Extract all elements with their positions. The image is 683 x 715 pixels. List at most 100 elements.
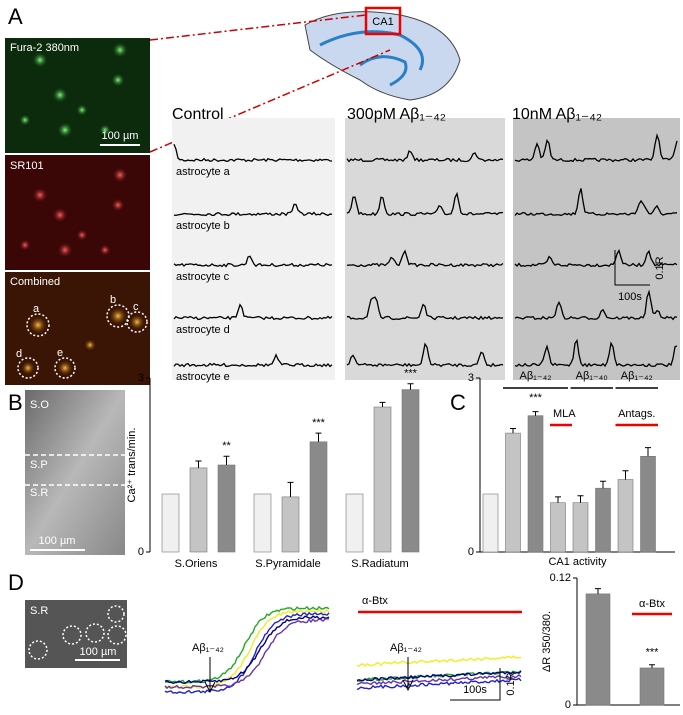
- layer-label: S.R: [30, 487, 48, 499]
- error-bar: [595, 588, 601, 594]
- group-label: Aβ₁₋₄₀: [576, 370, 608, 382]
- trace: [346, 296, 504, 321]
- traces: astrocyte a astrocyte b astrocyte c astrocy…: [173, 133, 678, 383]
- bar: [281, 496, 300, 553]
- bar: [217, 464, 236, 553]
- layer-label: S.O: [30, 399, 49, 411]
- trace: [164, 615, 330, 685]
- trace-label: astrocyte a: [176, 166, 231, 178]
- y-axis-label: Ca²⁺ trans/min.: [126, 428, 138, 503]
- micrographs: Fura-2 380nm 100 µm SR101 Combined a b c…: [5, 38, 150, 385]
- traces: [164, 605, 522, 694]
- trace: [346, 150, 504, 163]
- condition-label: 300pM Aβ₁₋₄₂: [347, 106, 446, 123]
- stimulus-label: Aβ₁₋₄₂: [192, 642, 224, 654]
- trace-bg: [345, 118, 505, 380]
- trace-label: astrocyte e: [176, 371, 230, 383]
- panel-letter: A: [8, 4, 23, 29]
- cell-label: b: [110, 294, 116, 306]
- y-tick-label: 3: [468, 372, 474, 384]
- error-bar: [532, 411, 539, 416]
- bar: [585, 593, 611, 706]
- y-tick-label: 0: [565, 699, 571, 711]
- cell-label: d: [16, 348, 22, 360]
- scale-label: 0.1R: [505, 672, 517, 695]
- trace-label: astrocyte d: [176, 324, 230, 336]
- trace: [164, 608, 330, 689]
- cell-label: c: [133, 301, 139, 313]
- blocker-label: α-Btx: [639, 598, 665, 610]
- trace: [173, 255, 333, 268]
- x-axis-label: CA1 activity: [548, 556, 607, 568]
- error-bar: [287, 481, 294, 497]
- scale-label: 100s: [463, 684, 487, 696]
- sr-image: S.R 100 µm: [25, 600, 127, 668]
- blocker-label: MLA: [553, 408, 576, 420]
- bar: [572, 502, 589, 553]
- trace: [514, 188, 678, 217]
- trace: [356, 677, 522, 691]
- trace-bg: [172, 118, 335, 380]
- trace: [164, 618, 329, 690]
- trace: [164, 605, 330, 684]
- trace: [356, 670, 522, 682]
- error-bar: [645, 447, 651, 457]
- image-label: SR101: [10, 160, 44, 172]
- cell-label: e: [57, 347, 63, 359]
- hippocampus-sketch: CA1: [149, 6, 461, 153]
- bar: [373, 406, 392, 553]
- blocker-label: Antags.: [618, 408, 655, 420]
- error-bar: [600, 480, 606, 489]
- scale-label: 100 µm: [39, 535, 76, 547]
- significance: ***: [404, 368, 418, 380]
- image-label: Combined: [10, 276, 60, 288]
- error-bar: [195, 460, 202, 468]
- error-bar: [315, 432, 322, 442]
- bar: [527, 415, 544, 553]
- trace-bg: [513, 118, 680, 380]
- fura-image: [5, 38, 150, 153]
- significance: **: [222, 440, 231, 452]
- trace: [514, 248, 678, 268]
- trace-label: astrocyte c: [176, 271, 230, 283]
- group-label: Aβ₁₋₄₂: [621, 370, 653, 382]
- bar: [309, 441, 328, 553]
- bar: [253, 493, 272, 553]
- error-bar: [407, 383, 414, 390]
- region-label: CA1: [372, 16, 393, 28]
- panel-letter: B: [8, 390, 23, 415]
- image-label: Fura-2 380nm: [10, 42, 79, 54]
- trace: [173, 143, 333, 163]
- trace: [514, 133, 678, 163]
- bar: [161, 493, 180, 553]
- scale-label: 100 µm: [80, 646, 117, 658]
- stimulus: Aβ₁₋₄₂ α-Btx Aβ₁₋₄₂ 100s 0.1R: [192, 595, 522, 701]
- condition-label: 10nM Aβ₁₋₄₂: [512, 106, 602, 123]
- group-label: Aβ₁₋₄₂: [520, 370, 552, 382]
- x-tick-label: S.Oriens: [175, 558, 218, 570]
- layer-image: S.O S.P S.R 100 µm: [25, 390, 125, 555]
- bar: [505, 432, 521, 553]
- scale-label: 100 µm: [102, 130, 139, 142]
- cell-label: a: [33, 303, 40, 315]
- bar: [595, 487, 611, 553]
- blocker-label: α-Btx: [362, 595, 388, 607]
- trace: [173, 303, 333, 321]
- bar: [550, 502, 566, 553]
- scale-label: 100s: [618, 291, 642, 303]
- error-bar: [649, 664, 655, 668]
- bar: [617, 479, 634, 553]
- panel-letter: C: [450, 390, 466, 415]
- trace: [514, 338, 678, 368]
- y-axis-label: ΔR 350/380.: [541, 611, 553, 672]
- error-bar: [223, 455, 230, 465]
- stimulus-label: Aβ₁₋₄₂: [390, 642, 422, 654]
- significance: ***: [529, 392, 543, 404]
- y-tick-label: 0: [138, 546, 144, 558]
- error-bar: [379, 401, 386, 407]
- trace: [346, 191, 504, 217]
- trace: [346, 342, 504, 368]
- scale-label: 0.1R: [654, 256, 666, 279]
- y-tick-label: 0: [468, 546, 474, 558]
